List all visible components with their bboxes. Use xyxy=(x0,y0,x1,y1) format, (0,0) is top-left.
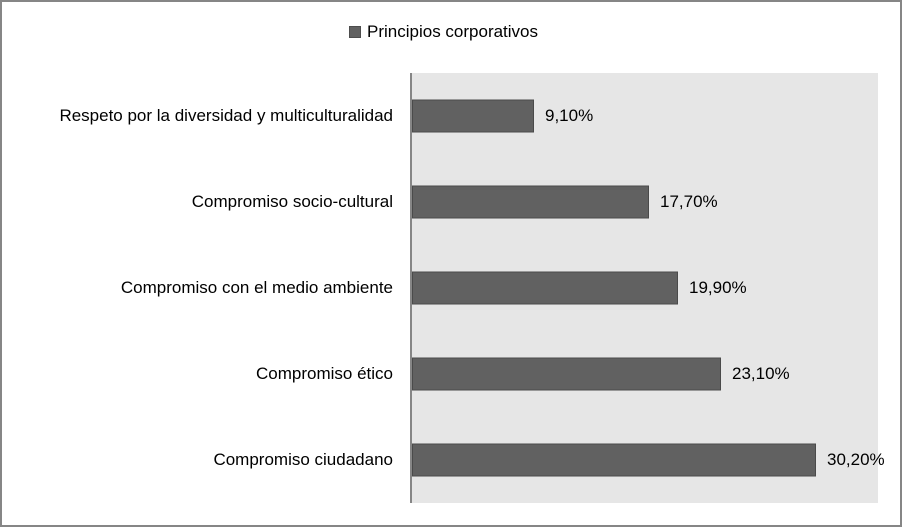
category-label: Compromiso ético xyxy=(256,364,393,383)
bar xyxy=(412,443,816,477)
data-label: 23,10% xyxy=(732,364,790,383)
bar xyxy=(412,271,678,305)
data-label: 9,10% xyxy=(545,106,594,125)
bar xyxy=(412,357,721,391)
bar xyxy=(412,99,534,133)
legend-label: Principios corporativos xyxy=(367,22,539,41)
data-label: 30,20% xyxy=(827,450,885,469)
y-axis-line xyxy=(410,73,412,503)
bar xyxy=(412,185,649,219)
category-label: Compromiso ciudadano xyxy=(213,450,393,469)
legend: Principios corporativos xyxy=(349,20,538,44)
data-label: 17,70% xyxy=(660,192,718,211)
data-label: 19,90% xyxy=(689,278,747,297)
category-label: Respeto por la diversidad y multicultura… xyxy=(59,106,393,125)
category-label: Compromiso socio-cultural xyxy=(191,192,393,211)
legend-swatch-icon xyxy=(349,26,361,38)
category-label: Compromiso con el medio ambiente xyxy=(120,278,393,297)
